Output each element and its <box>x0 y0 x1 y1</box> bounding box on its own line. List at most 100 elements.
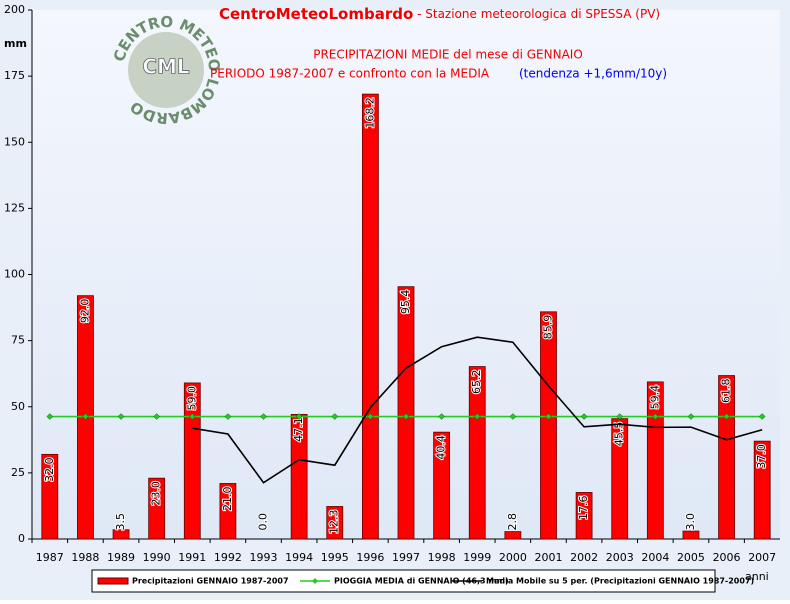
marker <box>651 413 659 420</box>
legend-label: Media Mobile su 5 per. (Precipitazioni G… <box>486 577 754 586</box>
value-label: 21.0 <box>221 486 234 511</box>
bar <box>148 477 166 540</box>
y-tick-label: 0 <box>18 532 25 545</box>
marker <box>580 413 588 420</box>
x-tick-label: 1993 <box>250 551 278 564</box>
value-label: 45.5 <box>613 422 626 447</box>
chart-title: CentroMeteoLombardo - Stazione meteorolo… <box>219 5 660 23</box>
y-tick-label: 150 <box>4 135 25 148</box>
x-tick-label: 1989 <box>107 551 135 564</box>
y-tick-label: 75 <box>11 334 25 347</box>
marker <box>402 413 410 420</box>
y-axis-label: mm <box>4 37 27 50</box>
legend-label: Precipitazioni GENNAIO 1987-2007 <box>132 577 289 586</box>
marker <box>331 413 339 420</box>
line <box>192 336 763 484</box>
value-label: 23.0 <box>150 481 163 506</box>
marker <box>545 413 552 420</box>
x-tick-label: 1995 <box>321 551 349 564</box>
x-tick-label: 1994 <box>285 551 313 564</box>
value-label: 2.8 <box>506 513 519 531</box>
value-label: 17.6 <box>577 495 590 520</box>
logo-abbr: CML <box>142 55 190 79</box>
bar <box>468 366 486 540</box>
legend-label: PIOGGIA MEDIA di GENNAIO (46,3 mm) <box>334 577 509 586</box>
value-label: 47.1 <box>292 417 305 442</box>
value-label: 85.9 <box>541 315 554 340</box>
x-tick-label: 2006 <box>713 551 741 564</box>
x-tick-label: 1991 <box>178 551 206 564</box>
x-tick-label: 1997 <box>392 551 420 564</box>
bar <box>361 93 379 540</box>
y-tick-label: 175 <box>4 69 25 82</box>
bar <box>433 431 451 540</box>
y-tick-label: 50 <box>11 400 25 413</box>
trend: (tendenza +1,6mm/10y) <box>519 67 667 81</box>
bar <box>112 529 130 540</box>
marker <box>117 413 125 420</box>
x-tick-label: 2007 <box>748 551 776 564</box>
subtitle: PRECIPITAZIONI MEDIE del mese di GENNAIO <box>313 48 583 62</box>
x-tick-label: 2004 <box>641 551 669 564</box>
marker <box>295 413 303 420</box>
value-label: 59.4 <box>648 385 661 410</box>
value-label: 95.4 <box>399 290 412 315</box>
marker <box>616 413 624 420</box>
bar <box>753 440 771 540</box>
title-main: CentroMeteoLombardo <box>219 5 413 23</box>
value-label: 3.0 <box>684 513 697 531</box>
value-label: 92.0 <box>78 299 91 324</box>
marker <box>260 413 267 420</box>
value-label: 12.3 <box>328 509 341 534</box>
bar <box>219 483 237 540</box>
bar <box>397 286 415 540</box>
x-tick-label: 1987 <box>36 551 64 564</box>
y-tick-label: 25 <box>11 466 25 479</box>
x-tick-label: 2003 <box>606 551 634 564</box>
marker <box>82 413 89 420</box>
y-tick-label: 125 <box>4 201 25 214</box>
value-label: 61.8 <box>720 379 733 404</box>
bar <box>183 382 201 540</box>
legend-marker <box>312 578 318 584</box>
x-tick-label: 1992 <box>214 551 242 564</box>
marker <box>224 413 232 420</box>
x-tick-label: 1996 <box>356 551 384 564</box>
bar <box>504 531 522 540</box>
subtitle2: PERIODO 1987-2007 e confronto con la MED… <box>210 67 490 81</box>
x-tick-label: 2001 <box>534 551 562 564</box>
marker <box>46 413 54 420</box>
marker <box>509 413 517 420</box>
bar <box>41 453 59 540</box>
bar <box>540 311 557 540</box>
marker <box>687 413 695 420</box>
x-axis-label: anni <box>745 570 769 583</box>
bar <box>326 506 344 540</box>
marker <box>367 413 374 420</box>
x-tick-label: 2002 <box>570 551 598 564</box>
value-label: 3.5 <box>114 513 127 531</box>
marker <box>188 413 196 420</box>
bar <box>575 492 593 540</box>
marker <box>438 413 445 420</box>
logo-disc <box>128 32 204 108</box>
value-label: 65.2 <box>470 370 483 395</box>
bar <box>646 381 664 540</box>
value-label: 59.0 <box>185 386 198 411</box>
x-tick-label: 1988 <box>71 551 99 564</box>
bar <box>682 530 700 540</box>
y-tick-label: 200 <box>4 3 25 16</box>
legend <box>91 569 716 593</box>
x-tick-label: 2005 <box>677 551 705 564</box>
value-label: 168.2 <box>363 97 376 128</box>
x-tick-label: 1990 <box>143 551 171 564</box>
value-label: 0.0 <box>257 513 270 531</box>
title-suffix: - Stazione meteorologica di SPESSA (PV) <box>413 7 660 21</box>
legend-swatch <box>97 577 129 585</box>
x-tick-label: 2000 <box>499 551 527 564</box>
value-label: 40.4 <box>435 435 448 460</box>
x-tick-label: 1999 <box>463 551 491 564</box>
value-label: 32.0 <box>43 457 56 482</box>
marker <box>723 413 730 420</box>
